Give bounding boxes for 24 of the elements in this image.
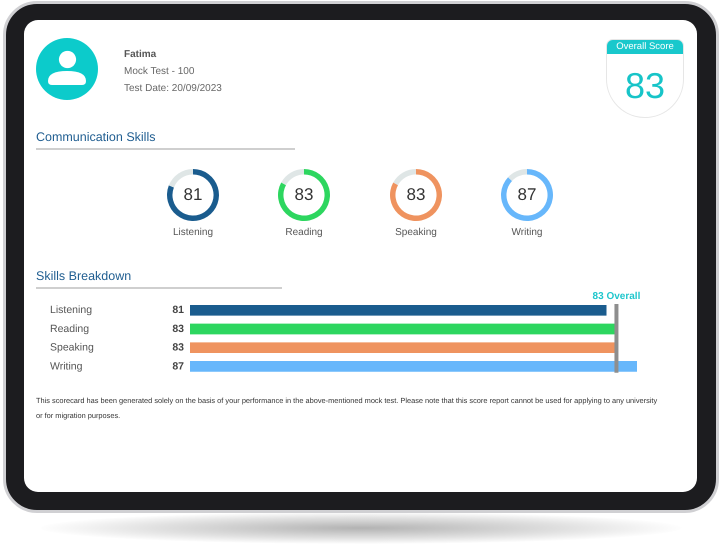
text: Overall Score (607, 40, 683, 54)
data-label: 87 (516, 184, 538, 206)
data-label: 81 (182, 184, 204, 206)
data-label: 83 (294, 184, 314, 206)
data-label: 83 (172, 322, 184, 335)
y-tick-label: Writing (50, 360, 83, 372)
slice-label: Writing (510, 226, 544, 240)
data-label: 83 (172, 342, 184, 354)
text: Communication Skills (36, 129, 156, 146)
slice-label: Listening (172, 226, 214, 240)
text: Fatima (124, 48, 156, 62)
slice-label: Reading (284, 226, 324, 240)
y-tick-label: Speaking (50, 342, 94, 354)
text: Skills Breakdown (36, 268, 132, 285)
data-label: 81 (172, 304, 184, 316)
data-label: 83 (406, 184, 426, 206)
text: Test Date: 20/09/2023 (124, 82, 222, 96)
ref-line-label: 83 Overall (592, 291, 641, 302)
text: 83 (624, 65, 666, 106)
data-label: 87 (172, 360, 184, 372)
text: Mock Test - 100 (124, 65, 194, 79)
slice-label: Speaking (394, 226, 438, 240)
y-tick-label: Reading (50, 322, 90, 335)
y-tick-label: Listening (50, 304, 92, 316)
